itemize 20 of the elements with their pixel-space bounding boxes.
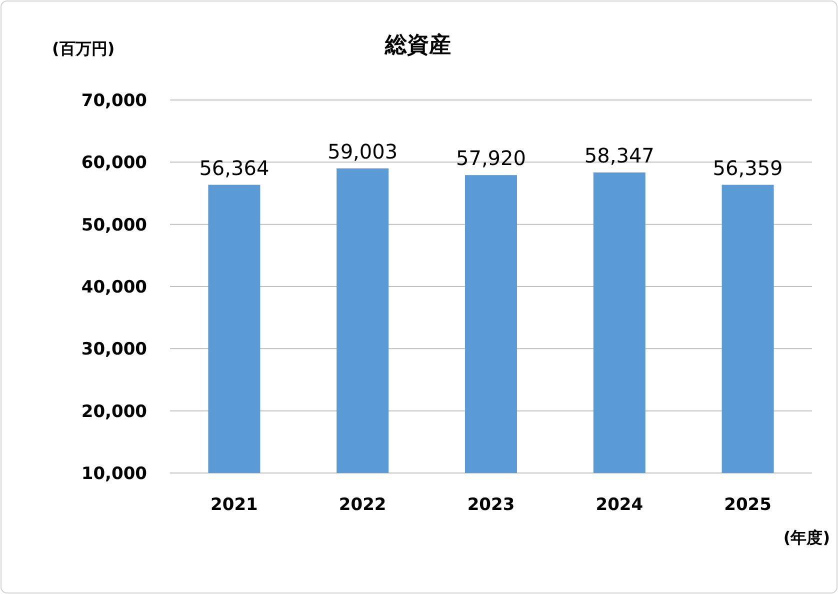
- x-axis-title: (年度): [783, 528, 830, 547]
- y-tick-label: 10,000: [81, 464, 148, 484]
- data-label: 57,920: [456, 146, 526, 170]
- y-tick-label: 70,000: [81, 90, 148, 111]
- x-tick-label: 2025: [724, 495, 772, 515]
- y-axis-title: (百万円): [52, 39, 115, 58]
- x-tick-label: 2021: [210, 495, 258, 515]
- x-tick-label: 2022: [338, 495, 386, 515]
- data-label: 56,364: [199, 156, 270, 180]
- data-label: 56,359: [712, 156, 783, 180]
- x-tick-label: 2024: [596, 495, 644, 515]
- chart-title: 総資産: [384, 32, 451, 58]
- y-tick-label: 30,000: [81, 340, 148, 360]
- y-tick-label: 20,000: [81, 402, 148, 422]
- y-tick-label: 50,000: [81, 215, 148, 236]
- data-label: 59,003: [328, 139, 398, 164]
- y-tick-label: 40,000: [81, 277, 148, 298]
- data-label: 58,347: [584, 143, 654, 168]
- y-tick-label: 60,000: [81, 153, 148, 174]
- x-tick-label: 2023: [467, 495, 515, 515]
